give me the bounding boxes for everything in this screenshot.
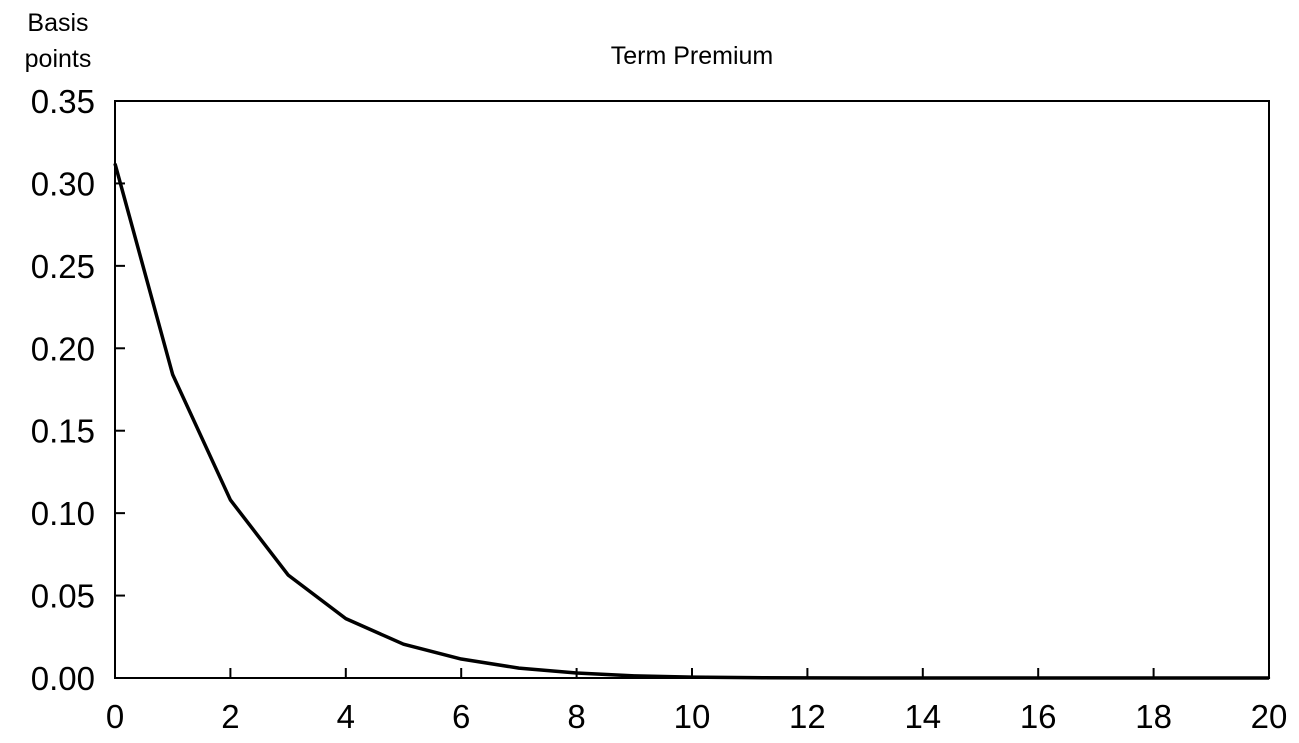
y-tick-label: 0.20	[31, 330, 95, 367]
chart-title: Term Premium	[611, 42, 774, 70]
data-point	[113, 162, 117, 165]
data-point	[863, 676, 867, 680]
x-tick-label: 2	[221, 698, 239, 735]
y-tick-label: 0.00	[31, 660, 95, 697]
data-point	[748, 676, 751, 679]
data-point	[1267, 676, 1271, 680]
series-line-term-premium	[113, 163, 1269, 680]
data-point	[690, 675, 694, 679]
data-point	[171, 373, 174, 376]
data-point	[460, 657, 463, 661]
y-tick-label: 0.25	[31, 248, 95, 285]
y-tick-label: 0.10	[31, 495, 95, 532]
x-tick-label: 0	[106, 698, 124, 735]
series-layer	[113, 162, 1271, 680]
y-tick-label: 0.15	[31, 413, 95, 450]
plot-area-frame	[114, 100, 1270, 679]
data-point	[1210, 676, 1213, 680]
y-axis: 0.00 0.05 0.10 0.15 0.20 0.25 0.30 0.35	[31, 83, 125, 697]
data-point	[633, 674, 636, 678]
data-point	[229, 498, 232, 502]
data-point	[1152, 676, 1155, 680]
data-point	[1094, 676, 1098, 680]
data-point	[286, 573, 290, 577]
y-axis-label-line-1: Basis	[27, 9, 88, 37]
x-tick-label: 20	[1251, 698, 1288, 735]
x-tick-label: 8	[567, 698, 585, 735]
data-point	[517, 666, 521, 670]
x-axis: 0 2 4 6 8 10 12 14 16 18 20	[106, 668, 1288, 735]
x-tick-label: 14	[904, 698, 941, 735]
x-tick-label: 12	[789, 698, 826, 735]
x-tick-label: 10	[674, 698, 711, 735]
x-tick-label: 16	[1020, 698, 1057, 735]
y-tick-label: 0.30	[31, 165, 95, 202]
data-point	[979, 676, 982, 680]
data-point	[1037, 676, 1040, 680]
y-tick-label: 0.05	[31, 578, 95, 615]
data-point	[402, 643, 405, 646]
data-point	[921, 676, 924, 680]
data-point	[806, 676, 809, 680]
x-tick-label: 4	[337, 698, 355, 735]
y-tick-label: 0.35	[31, 83, 95, 120]
x-tick-label: 6	[452, 698, 470, 735]
x-tick-label: 18	[1135, 698, 1172, 735]
data-point	[344, 617, 347, 620]
data-point	[575, 671, 578, 675]
y-axis-label-line-2: points	[25, 45, 92, 73]
